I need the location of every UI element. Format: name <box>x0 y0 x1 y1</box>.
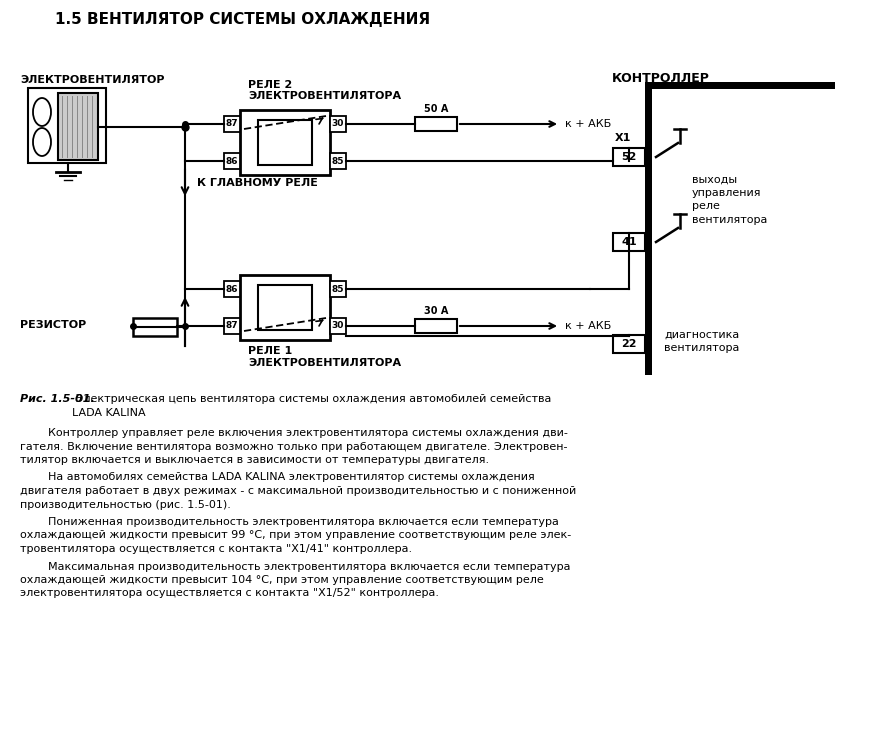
Text: тилятор включается и выключается в зависимости от температуры двигателя.: тилятор включается и выключается в завис… <box>20 455 489 465</box>
Text: 86: 86 <box>225 157 239 165</box>
Text: X1: X1 <box>615 133 631 143</box>
Text: электровентилятора осуществляется с контакта "X1/52" контроллера.: электровентилятора осуществляется с конт… <box>20 589 439 599</box>
Text: Контроллер управляет реле включения электровентилятора системы охлаждения дви-: Контроллер управляет реле включения элек… <box>20 428 568 438</box>
Bar <box>258 120 312 165</box>
Text: 52: 52 <box>621 152 637 162</box>
Text: 1.5 ВЕНТИЛЯТОР СИСТЕМЫ ОХЛАЖДЕНИЯ: 1.5 ВЕНТИЛЯТОР СИСТЕМЫ ОХЛАЖДЕНИЯ <box>55 12 430 27</box>
Text: диагностика
вентилятора: диагностика вентилятора <box>664 330 739 354</box>
Bar <box>613 148 645 166</box>
Bar <box>224 318 240 334</box>
Text: гателя. Включение вентилятора возможно только при работающем двигателе. Электров: гателя. Включение вентилятора возможно т… <box>20 441 567 452</box>
Bar <box>28 88 106 163</box>
Bar <box>240 275 330 340</box>
Bar <box>224 281 240 297</box>
Bar <box>415 117 457 131</box>
Bar <box>258 285 312 330</box>
Bar <box>330 116 346 132</box>
Text: ЭЛЕКТРОВЕНТИЛЯТОРА: ЭЛЕКТРОВЕНТИЛЯТОРА <box>248 358 401 368</box>
Text: 30: 30 <box>332 321 344 331</box>
Bar <box>133 318 177 336</box>
Text: 50 А: 50 А <box>424 104 448 114</box>
Text: выходы
управления
реле
вентилятора: выходы управления реле вентилятора <box>692 175 767 225</box>
Text: 22: 22 <box>621 339 637 349</box>
Text: ЭЛЕКТРОВЕНТИЛЯТОР: ЭЛЕКТРОВЕНТИЛЯТОР <box>20 75 165 85</box>
Bar <box>58 93 98 160</box>
Text: ЭЛЕКТРОВЕНТИЛЯТОРА: ЭЛЕКТРОВЕНТИЛЯТОРА <box>248 91 401 101</box>
Text: к + АКБ: к + АКБ <box>565 119 611 129</box>
Bar <box>330 281 346 297</box>
Text: 41: 41 <box>621 237 637 247</box>
Text: к + АКБ: к + АКБ <box>565 321 611 331</box>
Text: КОНТРОЛЛЕР: КОНТРОЛЛЕР <box>612 72 709 85</box>
Text: охлаждающей жидкости превысит 104 °С, при этом управление соответствующим реле: охлаждающей жидкости превысит 104 °С, пр… <box>20 575 544 585</box>
Text: тровентилятора осуществляется с контакта "X1/41" контроллера.: тровентилятора осуществляется с контакта… <box>20 544 412 554</box>
Text: Максимальная производительность электровентилятора включается если температура: Максимальная производительность электров… <box>20 561 571 572</box>
Text: двигателя работает в двух режимах - с максимальной производительностью и с пониж: двигателя работает в двух режимах - с ма… <box>20 486 576 496</box>
Bar <box>330 153 346 169</box>
Text: 85: 85 <box>332 285 345 294</box>
Text: охлаждающей жидкости превысит 99 °С, при этом управление соответствующим реле эл: охлаждающей жидкости превысит 99 °С, при… <box>20 531 571 540</box>
Text: Рис. 1.5-01.: Рис. 1.5-01. <box>20 394 95 404</box>
Bar <box>415 319 457 333</box>
Text: 86: 86 <box>225 285 239 294</box>
Bar <box>224 116 240 132</box>
Text: РЕЗИСТОР: РЕЗИСТОР <box>20 320 86 330</box>
Text: 30: 30 <box>332 119 344 129</box>
Text: На автомобилях семейства LADA KALINA электровентилятор системы охлаждения: На автомобилях семейства LADA KALINA эле… <box>20 472 535 482</box>
Bar <box>613 233 645 251</box>
Text: РЕЛЕ 2: РЕЛЕ 2 <box>248 80 292 90</box>
Text: 87: 87 <box>225 119 239 129</box>
Text: Пониженная производительность электровентилятора включается если температура: Пониженная производительность электровен… <box>20 517 559 527</box>
Bar <box>613 335 645 353</box>
Text: К ГЛАВНОМУ РЕЛЕ: К ГЛАВНОМУ РЕЛЕ <box>197 177 317 187</box>
Text: РЕЛЕ 1: РЕЛЕ 1 <box>248 346 292 356</box>
Text: 87: 87 <box>225 321 239 331</box>
Text: производительностью (рис. 1.5-01).: производительностью (рис. 1.5-01). <box>20 499 231 509</box>
Bar <box>224 153 240 169</box>
Text: Электрическая цепь вентилятора системы охлаждения автомобилей семейства
LADA KAL: Электрическая цепь вентилятора системы о… <box>72 394 552 418</box>
Text: 30 А: 30 А <box>424 306 448 316</box>
Text: 85: 85 <box>332 157 345 165</box>
Bar <box>240 110 330 175</box>
Bar <box>645 89 652 375</box>
Bar <box>330 318 346 334</box>
Bar <box>645 82 835 89</box>
